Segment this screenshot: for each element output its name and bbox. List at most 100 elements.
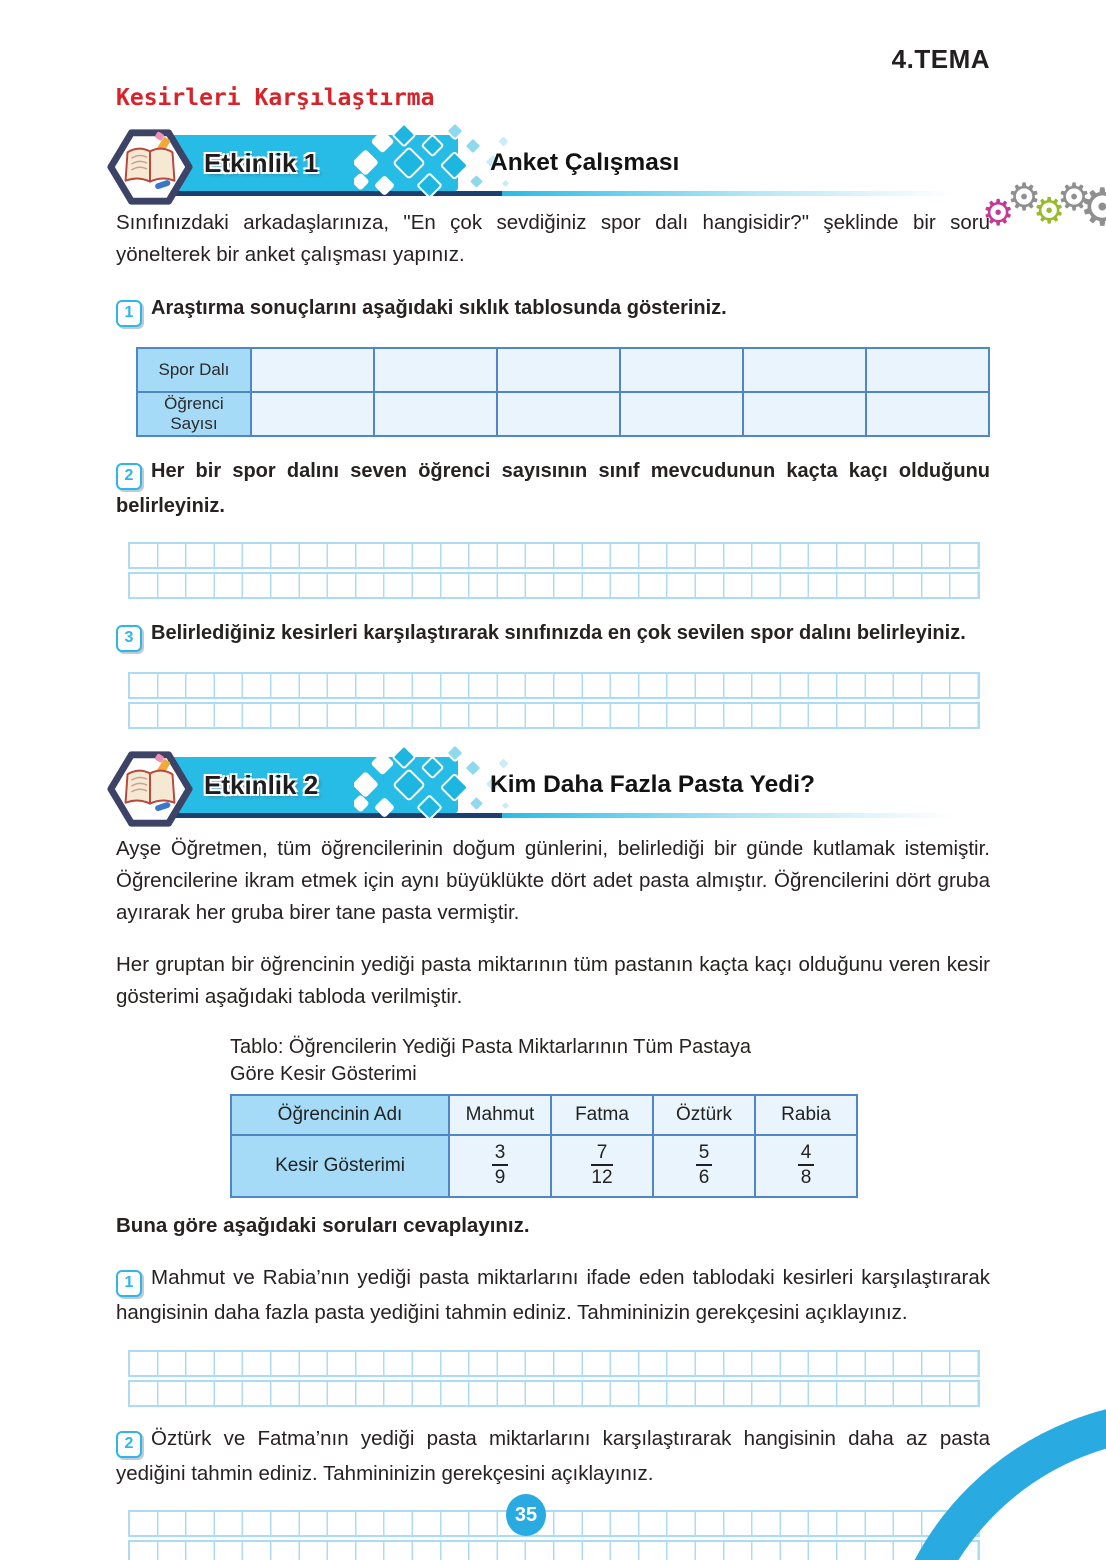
book-icon	[107, 129, 193, 205]
item-text: Her bir spor dalını seven öğrenci sayısı…	[116, 459, 990, 517]
table-row: Öğrencinin Adı Mahmut Fatma Öztürk Rabia	[230, 1093, 858, 1136]
item-number-badge: 1	[116, 1270, 142, 1297]
lesson-heading: Kesirleri Karşılaştırma	[116, 85, 435, 111]
activity2-prompt: Buna göre aşağıdaki soruları cevaplayını…	[116, 1213, 530, 1237]
row-header: Öğrencinin Adı	[230, 1093, 450, 1136]
answer-grid-row	[128, 1540, 980, 1560]
empty-cell	[372, 346, 498, 393]
empty-cell	[249, 346, 375, 393]
activity2-banner: Etkinlik 2 Kim Daha Fazla Pasta Yedi?	[107, 744, 990, 827]
answer-grid-row	[128, 671, 980, 699]
gear-icon: ⚙	[1033, 191, 1066, 232]
student-name-cell: Mahmut	[448, 1093, 552, 1136]
empty-cell	[618, 390, 744, 437]
row-header: Spor Dalı	[136, 346, 252, 393]
empty-cell	[741, 346, 867, 393]
page-number-badge: 35	[506, 1494, 546, 1536]
row-header: Öğrenci Sayısı	[136, 390, 252, 437]
theme-label: 4.TEMA	[891, 44, 990, 74]
fraction-denominator: 8	[800, 1167, 812, 1189]
activity1-item-2: 2 Her bir spor dalını seven öğrenci sayıs…	[116, 455, 990, 522]
fraction-numerator: 7	[591, 1142, 613, 1167]
fraction-numerator: 4	[797, 1142, 815, 1167]
fraction-denominator: 9	[494, 1167, 506, 1189]
gear-icon: ⚙	[1079, 178, 1106, 238]
answer-grid-row	[128, 1379, 980, 1407]
answer-grid-row	[128, 1349, 980, 1377]
item-number-badge: 2	[116, 462, 142, 490]
pasta-fractions-table: Öğrencinin Adı Mahmut Fatma Öztürk Rabia…	[230, 1093, 858, 1198]
answer-grid-row	[128, 541, 980, 569]
banner-bar-shadow	[144, 191, 502, 196]
empty-cell	[249, 390, 375, 437]
activity2-paragraph-1: Ayşe Öğretmen, tüm öğrencilerinin doğum …	[116, 836, 990, 924]
fraction-denominator: 12	[591, 1167, 613, 1189]
table-row: Spor Dalı	[136, 346, 991, 393]
empty-cell	[372, 390, 498, 437]
empty-cell	[618, 346, 744, 393]
item-number-badge: 1	[116, 299, 142, 327]
gears-icon: ⚙ ⚙ ⚙ ⚙ ⚙	[982, 178, 1106, 262]
banner-underline	[502, 812, 954, 818]
activity1-item-3: 3 Belirlediğiniz kesirleri karşılaştırara…	[116, 617, 990, 652]
activity2-question-2: 2 Öztürk ve Fatma’nın yediği pasta miktar…	[116, 1423, 990, 1490]
table-caption-line2: Göre Kesir Gösterimi	[230, 1062, 417, 1085]
item-number-badge: 2	[116, 1430, 142, 1458]
frequency-table: Spor Dalı Öğrenci Sayısı	[136, 346, 991, 437]
activity2-banner-label: Etkinlik 2	[204, 769, 319, 800]
empty-cell	[495, 346, 621, 393]
diamond-pattern-icon	[354, 123, 512, 198]
fraction-numerator: 3	[491, 1142, 509, 1167]
activity2-title: Kim Daha Fazla Pasta Yedi?	[490, 770, 815, 798]
student-name-cell: Öztürk	[652, 1093, 756, 1136]
activity2-question-1: 1 Mahmut ve Rabia’nın yediği pasta miktar…	[116, 1262, 990, 1329]
student-name-cell: Fatma	[550, 1093, 654, 1136]
student-name-cell: Rabia	[754, 1093, 858, 1136]
diamond-pattern-icon	[354, 744, 512, 820]
row-header: Kesir Gösterimi	[230, 1133, 450, 1198]
activity1-intro: Sınıfınızdaki arkadaşlarınıza, "En çok s…	[116, 211, 990, 266]
empty-cell	[495, 390, 621, 437]
fraction-cell: 7 12	[550, 1133, 654, 1198]
answer-grid-row	[128, 701, 980, 729]
fraction: 7 12	[591, 1142, 613, 1190]
empty-cell	[864, 390, 991, 437]
item-text: Belirlediğiniz kesirleri karşılaştırarak…	[151, 621, 966, 644]
question-text: Öztürk ve Fatma’nın yediği pasta miktarl…	[116, 1426, 990, 1485]
activity2-paragraph-2: Her gruptan bir öğrencinin yediği pasta …	[116, 953, 990, 1008]
activity1-item-1: 1 Araştırma sonuçlarını aşağıdaki sıklık …	[116, 292, 990, 327]
answer-grid	[128, 1510, 980, 1560]
item-text: Araştırma sonuçlarını aşağıdaki sıklık t…	[151, 296, 727, 319]
fraction-numerator: 5	[695, 1142, 713, 1167]
answer-grid	[128, 671, 980, 729]
answer-grid-row	[128, 1510, 980, 1537]
question-text: Mahmut ve Rabia’nın yediği pasta miktarl…	[116, 1266, 990, 1324]
activity1-banner: Etkinlik 1 Anket Çalışması	[107, 123, 990, 205]
item-number-badge: 3	[116, 624, 142, 652]
answer-grid-row	[128, 571, 980, 599]
gear-icon: ⚙	[982, 193, 1015, 234]
activity1-banner-label: Etkinlik 1	[204, 148, 319, 178]
book-icon	[107, 750, 193, 827]
table-row: Öğrenci Sayısı	[136, 390, 991, 437]
gear-icon: ⚙	[1057, 175, 1092, 219]
table-caption-line1: Tablo: Öğrencilerin Yediği Pasta Miktarl…	[230, 1035, 752, 1058]
banner-bar-shadow	[144, 812, 502, 818]
banner-underline	[502, 191, 954, 196]
table-caption: Tablo: Öğrencilerin Yediği Pasta Miktarl…	[230, 1034, 990, 1088]
empty-cell	[864, 346, 991, 393]
activity1-title: Anket Çalışması	[490, 149, 680, 176]
answer-grid	[128, 541, 980, 599]
answer-grid	[128, 1349, 980, 1407]
gear-icon: ⚙	[1007, 175, 1042, 219]
fraction-denominator: 6	[698, 1167, 710, 1189]
empty-cell	[741, 390, 867, 437]
